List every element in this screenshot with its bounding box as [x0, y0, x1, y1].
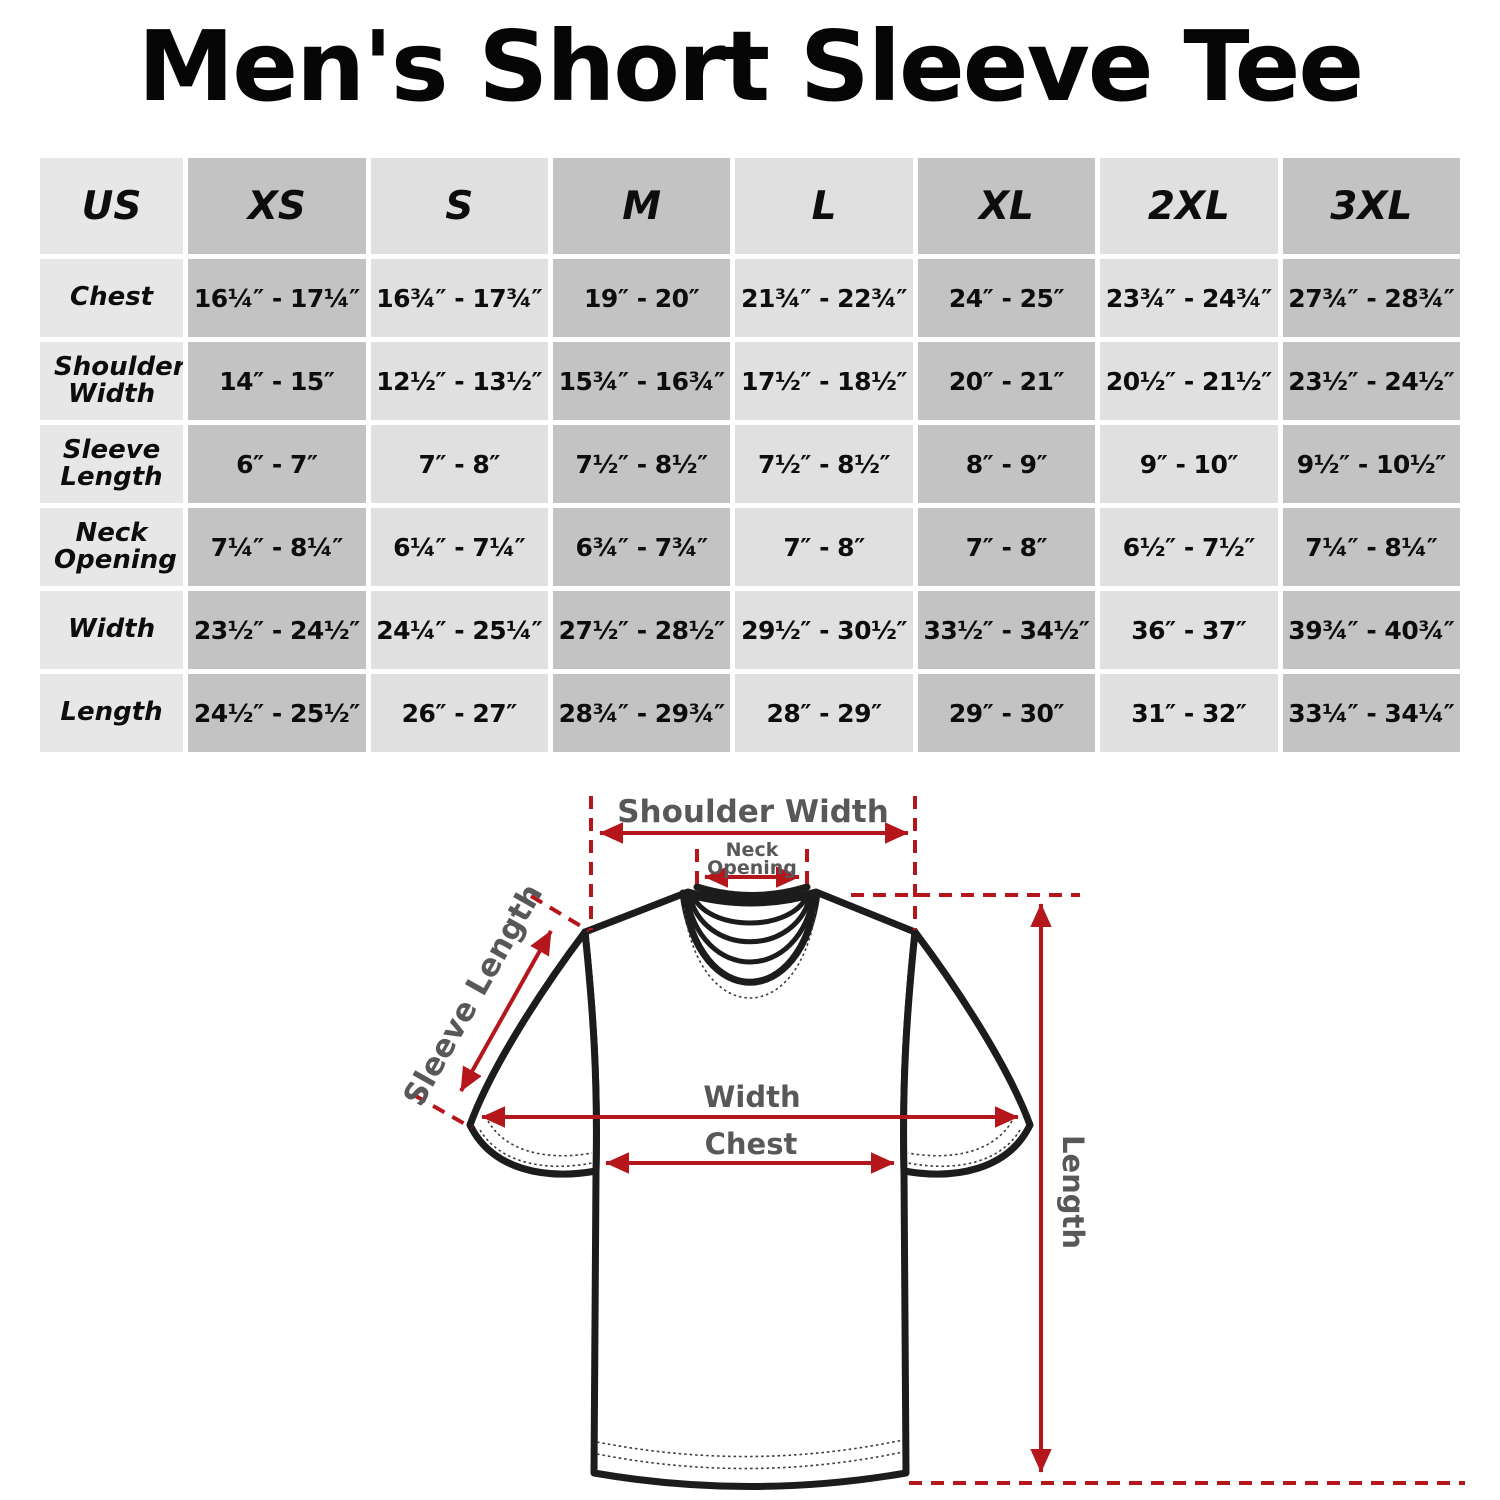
cell-shoulder-m: 15¾″ - 16¾″ — [552, 342, 731, 420]
cell-width-3xl: 39¾″ - 40¾″ — [1282, 591, 1460, 669]
collar-stitch — [683, 907, 817, 999]
cell-shoulder-xl: 20″ - 21″ — [917, 342, 1096, 420]
cell-chest-m: 19″ - 20″ — [552, 259, 731, 337]
tee-measurement-diagram: Shoulder Width Neck Opening Sleeve Lengt… — [396, 794, 1465, 1490]
row-label-shoulder-width: Shoulder Width — [40, 342, 184, 420]
cell-neck-2xl: 6½″ - 7½″ — [1100, 508, 1278, 586]
cell-chest-xl: 24″ - 25″ — [917, 259, 1096, 337]
row-label-length: Length — [40, 674, 184, 752]
cell-chest-s: 16¾″ - 17¾″ — [370, 259, 548, 337]
column-header-xl: XL — [917, 158, 1096, 254]
cell-sleeve-xs: 6″ - 7″ — [188, 425, 366, 503]
cell-neck-xs: 7¼″ - 8¼″ — [188, 508, 366, 586]
cell-shoulder-l: 17½″ - 18½″ — [735, 342, 913, 420]
row-label-width: Width — [40, 591, 184, 669]
cell-sleeve-s: 7″ - 8″ — [370, 425, 548, 503]
cell-length-3xl: 33¼″ - 34¼″ — [1282, 674, 1460, 752]
column-header-us: US — [40, 158, 184, 254]
cell-sleeve-xl: 8″ - 9″ — [917, 425, 1096, 503]
cell-width-xs: 23½″ - 24½″ — [188, 591, 366, 669]
cell-width-2xl: 36″ - 37″ — [1100, 591, 1278, 669]
cell-neck-m: 6¾″ - 7¾″ — [552, 508, 731, 586]
cell-neck-xl: 7″ - 8″ — [917, 508, 1096, 586]
length-label: Length — [1056, 1135, 1090, 1249]
tee-right-sleeve — [900, 928, 1034, 1178]
hem-stitch-2 — [596, 1451, 904, 1470]
cell-chest-2xl: 23¾″ - 24¾″ — [1100, 259, 1278, 337]
cell-chest-xs: 16¼″ - 17¼″ — [188, 259, 366, 337]
cell-shoulder-xs: 14″ - 15″ — [188, 342, 366, 420]
hem-stitch-1 — [596, 1439, 904, 1458]
neck-opening-label-line1: Neck — [726, 839, 779, 861]
cell-shoulder-3xl: 23½″ - 24½″ — [1282, 342, 1460, 420]
cell-chest-3xl: 27¾″ - 28¾″ — [1282, 259, 1460, 337]
table-row-sleeve-length: Sleeve Length 6″ - 7″ 7″ - 8″ 7½″ - 8½″ … — [40, 425, 1460, 503]
cell-sleeve-l: 7½″ - 8½″ — [735, 425, 913, 503]
column-header-2xl: 2XL — [1100, 158, 1278, 254]
column-header-3xl: 3XL — [1282, 158, 1460, 254]
dimension-annotations — [413, 796, 1465, 1485]
cell-length-2xl: 31″ - 32″ — [1100, 674, 1278, 752]
page-title: Men's Short Sleeve Tee — [137, 10, 1364, 123]
cell-neck-3xl: 7¼″ - 8¼″ — [1282, 508, 1460, 586]
sleeve-extension-bottom — [413, 1093, 473, 1130]
cell-length-m: 28¾″ - 29¾″ — [552, 674, 731, 752]
cell-shoulder-s: 12½″ - 13½″ — [370, 342, 548, 420]
cell-length-xs: 24½″ - 25½″ — [188, 674, 366, 752]
cell-shoulder-2xl: 20½″ - 21½″ — [1100, 342, 1278, 420]
table-row-chest: Chest 16¼″ - 17¼″ 16¾″ - 17¾″ 19″ - 20″ … — [40, 259, 1460, 337]
column-header-m: M — [552, 158, 731, 254]
cell-width-xl: 33½″ - 34½″ — [917, 591, 1096, 669]
cell-chest-l: 21¾″ - 22¾″ — [735, 259, 913, 337]
row-label-sleeve-length: Sleeve Length — [40, 425, 184, 503]
left-cuff-stitch-2 — [487, 1120, 593, 1157]
neck-opening-label-line2: Opening — [707, 857, 797, 879]
right-cuff-stitch-1 — [907, 1129, 1021, 1168]
sleeve-extension-top — [529, 894, 591, 933]
width-label: Width — [703, 1080, 800, 1114]
shoulder-width-label: Shoulder Width — [617, 794, 889, 830]
cell-neck-s: 6¼″ - 7¼″ — [370, 508, 548, 586]
cell-sleeve-3xl: 9½″ - 10½″ — [1282, 425, 1460, 503]
cell-width-s: 24¼″ - 25¼″ — [370, 591, 548, 669]
cell-length-l: 28″ - 29″ — [735, 674, 913, 752]
cell-sleeve-2xl: 9″ - 10″ — [1100, 425, 1278, 503]
table-row-shoulder-width: Shoulder Width 14″ - 15″ 12½″ - 13½″ 15¾… — [40, 342, 1460, 420]
collar-neckline — [693, 883, 811, 899]
cell-length-s: 26″ - 27″ — [370, 674, 548, 752]
column-header-l: L — [735, 158, 913, 254]
row-label-chest: Chest — [40, 259, 184, 337]
cell-neck-l: 7″ - 8″ — [735, 508, 913, 586]
sleeve-length-arrow — [459, 930, 553, 1092]
cell-length-xl: 29″ - 30″ — [917, 674, 1096, 752]
column-header-s: S — [370, 158, 548, 254]
size-chart-table: US XS S M L XL 2XL 3XL Chest 16¼″ - 17¼″… — [35, 153, 1465, 757]
tee-outline-drawing — [466, 883, 1034, 1490]
table-row-neck-opening: Neck Opening 7¼″ - 8¼″ 6¼″ - 7¼″ 6¾″ - 7… — [40, 508, 1460, 586]
table-row-width: Width 23½″ - 24½″ 24¼″ - 25¼″ 27½″ - 28½… — [40, 591, 1460, 669]
header-row: US XS S M L XL 2XL 3XL — [40, 158, 1460, 254]
right-cuff-stitch-2 — [907, 1120, 1013, 1157]
collar-rib-1 — [683, 890, 817, 965]
cell-width-m: 27½″ - 28½″ — [552, 591, 731, 669]
column-header-xs: XS — [188, 158, 366, 254]
table-row-length: Length 24½″ - 25½″ 26″ - 27″ 28¾″ - 29¾″… — [40, 674, 1460, 752]
left-cuff-stitch-1 — [479, 1129, 593, 1168]
collar-rib-2 — [686, 890, 814, 945]
cell-width-l: 29½″ - 30½″ — [735, 591, 913, 669]
cell-sleeve-m: 7½″ - 8½″ — [552, 425, 731, 503]
collar-rib-3 — [689, 890, 811, 926]
chest-label: Chest — [705, 1127, 798, 1161]
row-label-neck-opening: Neck Opening — [40, 508, 184, 586]
